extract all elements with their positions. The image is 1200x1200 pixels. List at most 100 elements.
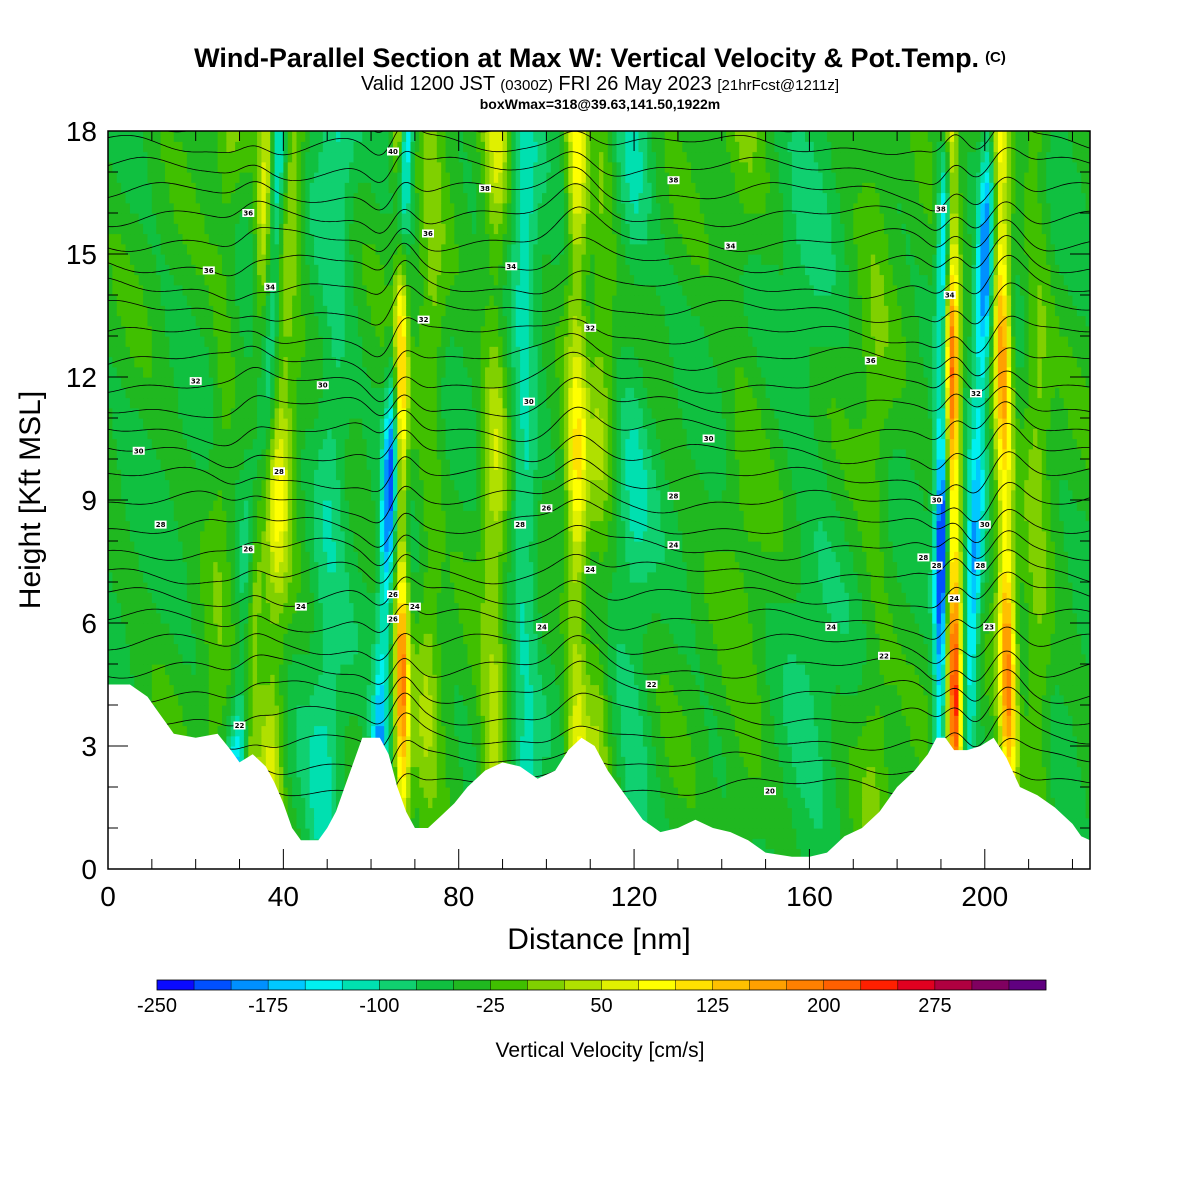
vv-cell <box>638 653 644 665</box>
vv-cell <box>392 674 398 686</box>
vv-cell <box>691 694 697 706</box>
vv-cell <box>879 705 885 716</box>
vv-cell <box>1011 653 1017 665</box>
vv-cell <box>761 725 767 737</box>
vv-cell <box>634 766 640 778</box>
vv-cell <box>748 674 754 686</box>
vv-cell <box>186 674 192 686</box>
vv-cell <box>445 674 451 686</box>
vv-cell <box>401 674 407 686</box>
vv-cell <box>831 817 837 829</box>
vv-cell <box>897 664 903 675</box>
vv-cell <box>809 694 815 706</box>
vv-cell <box>524 756 530 768</box>
vv-cell <box>397 705 403 716</box>
vv-cell <box>625 776 631 788</box>
vv-cell <box>704 653 710 665</box>
vv-cell <box>151 684 157 696</box>
vv-cell <box>866 735 872 747</box>
vv-cell <box>620 653 626 665</box>
vv-cell <box>726 694 732 706</box>
vv-cell <box>261 674 267 686</box>
vv-cell <box>870 694 876 706</box>
vv-cell <box>502 725 508 737</box>
vv-cell <box>603 643 609 655</box>
vv-cell <box>1085 694 1090 706</box>
vv-cell <box>559 705 565 716</box>
vv-cell <box>555 653 561 665</box>
vv-cell <box>831 756 837 768</box>
vv-cell <box>414 807 420 819</box>
vv-cell <box>401 766 407 778</box>
vv-cell <box>625 653 631 665</box>
vv-cell <box>826 838 832 850</box>
vv-cell <box>498 694 504 706</box>
vv-cell <box>717 694 723 706</box>
vv-cell <box>949 735 955 747</box>
vv-cell <box>967 643 973 655</box>
vv-cell <box>809 715 815 727</box>
vv-cell <box>1054 735 1060 747</box>
vv-cell <box>695 766 701 778</box>
vv-cell <box>616 735 622 747</box>
vv-cell <box>467 766 473 778</box>
vv-cell <box>686 735 692 747</box>
vv-cell <box>305 746 311 757</box>
vv-cell <box>655 715 661 727</box>
vv-cell <box>673 797 679 809</box>
vv-cell <box>699 735 705 747</box>
vv-cell <box>186 715 192 727</box>
vv-cell <box>1033 766 1038 778</box>
vv-cell <box>1068 725 1074 737</box>
vv-cell <box>818 756 824 768</box>
vv-cell <box>1024 684 1030 696</box>
vv-cell <box>292 725 298 737</box>
vv-cell <box>769 643 775 655</box>
vv-cell <box>454 735 460 747</box>
vv-cell <box>923 643 929 655</box>
vv-cell <box>875 776 881 788</box>
vv-cell <box>691 653 697 665</box>
vv-cell <box>835 766 841 778</box>
vv-cell <box>506 653 512 665</box>
vv-cell <box>805 838 811 850</box>
vv-cell <box>208 633 214 645</box>
vv-cell <box>765 643 771 655</box>
vv-cell <box>585 705 591 716</box>
vv-cell <box>1059 653 1065 665</box>
vv-cell <box>651 705 657 716</box>
vv-cell <box>980 715 986 727</box>
vv-cell <box>923 725 929 737</box>
vv-cell <box>844 807 850 819</box>
vv-cell <box>1046 725 1052 737</box>
vv-cell <box>787 694 793 706</box>
vv-cell <box>318 776 324 788</box>
vv-cell <box>769 776 775 788</box>
vv-cell <box>971 735 977 747</box>
vv-cell <box>866 715 872 727</box>
vv-cell <box>287 766 293 778</box>
vv-cell <box>866 725 872 737</box>
vv-cell <box>682 787 688 798</box>
vv-cell <box>454 766 460 778</box>
vv-cell <box>669 817 675 829</box>
vv-cell <box>590 674 596 686</box>
vv-cell <box>300 807 306 819</box>
vv-cell <box>471 735 477 747</box>
vv-cell <box>449 766 455 778</box>
vv-cell <box>892 746 898 757</box>
vv-cell <box>660 725 666 737</box>
vv-cell <box>147 674 153 686</box>
vv-cell <box>634 725 640 737</box>
vv-cell <box>791 684 797 696</box>
vv-cell <box>638 797 644 809</box>
vv-cell <box>423 746 429 757</box>
vv-cell <box>748 756 754 768</box>
vv-cell <box>962 694 968 706</box>
vv-cell <box>769 828 775 839</box>
vv-cell <box>949 664 955 675</box>
vv-cell <box>634 787 640 798</box>
vv-cell <box>270 653 276 665</box>
vv-cell <box>182 674 188 686</box>
vv-cell <box>441 684 447 696</box>
